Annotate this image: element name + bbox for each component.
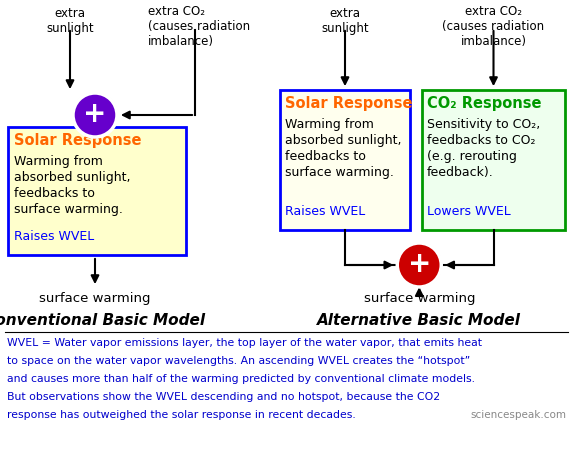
Text: extra CO₂
(causes radiation
imbalance): extra CO₂ (causes radiation imbalance) xyxy=(442,5,544,48)
Text: extra CO₂
(causes radiation
imbalance): extra CO₂ (causes radiation imbalance) xyxy=(148,5,250,48)
Text: Solar Response: Solar Response xyxy=(285,96,413,111)
Text: But observations show the WVEL descending and no hotspot, because the CO2: But observations show the WVEL descendin… xyxy=(7,392,440,402)
Text: +: + xyxy=(83,100,107,128)
Text: surface warming: surface warming xyxy=(363,292,475,305)
Text: Sensitivity to CO₂,
feedbacks to CO₂
(e.g. rerouting
feedback).: Sensitivity to CO₂, feedbacks to CO₂ (e.… xyxy=(427,118,540,179)
Text: surface warming: surface warming xyxy=(39,292,151,305)
Circle shape xyxy=(397,243,441,287)
Text: Raises WVEL: Raises WVEL xyxy=(14,230,94,243)
Text: +: + xyxy=(407,250,431,278)
Text: CO₂ Response: CO₂ Response xyxy=(427,96,541,111)
Text: Alternative Basic Model: Alternative Basic Model xyxy=(317,313,521,328)
Text: Conventional Basic Model: Conventional Basic Model xyxy=(0,313,206,328)
Text: extra
sunlight: extra sunlight xyxy=(321,7,369,35)
Text: WVEL = Water vapor emissions layer, the top layer of the water vapor, that emits: WVEL = Water vapor emissions layer, the … xyxy=(7,338,482,348)
Text: extra
sunlight: extra sunlight xyxy=(46,7,94,35)
Text: Warming from
absorbed sunlight,
feedbacks to
surface warming.: Warming from absorbed sunlight, feedback… xyxy=(285,118,402,179)
FancyBboxPatch shape xyxy=(422,90,565,230)
Text: response has outweighed the solar response in recent decades.: response has outweighed the solar respon… xyxy=(7,410,356,420)
Circle shape xyxy=(73,93,117,137)
FancyBboxPatch shape xyxy=(8,127,186,255)
Text: sciencespeak.com: sciencespeak.com xyxy=(470,410,566,420)
Text: Lowers WVEL: Lowers WVEL xyxy=(427,205,511,218)
Text: Warming from
absorbed sunlight,
feedbacks to
surface warming.: Warming from absorbed sunlight, feedback… xyxy=(14,155,131,216)
Text: Solar Response: Solar Response xyxy=(14,133,142,148)
Text: and causes more than half of the warming predicted by conventional climate model: and causes more than half of the warming… xyxy=(7,374,475,384)
FancyBboxPatch shape xyxy=(280,90,410,230)
Text: Raises WVEL: Raises WVEL xyxy=(285,205,365,218)
Text: to space on the water vapor wavelengths. An ascending WVEL creates the “hotspot”: to space on the water vapor wavelengths.… xyxy=(7,356,470,366)
